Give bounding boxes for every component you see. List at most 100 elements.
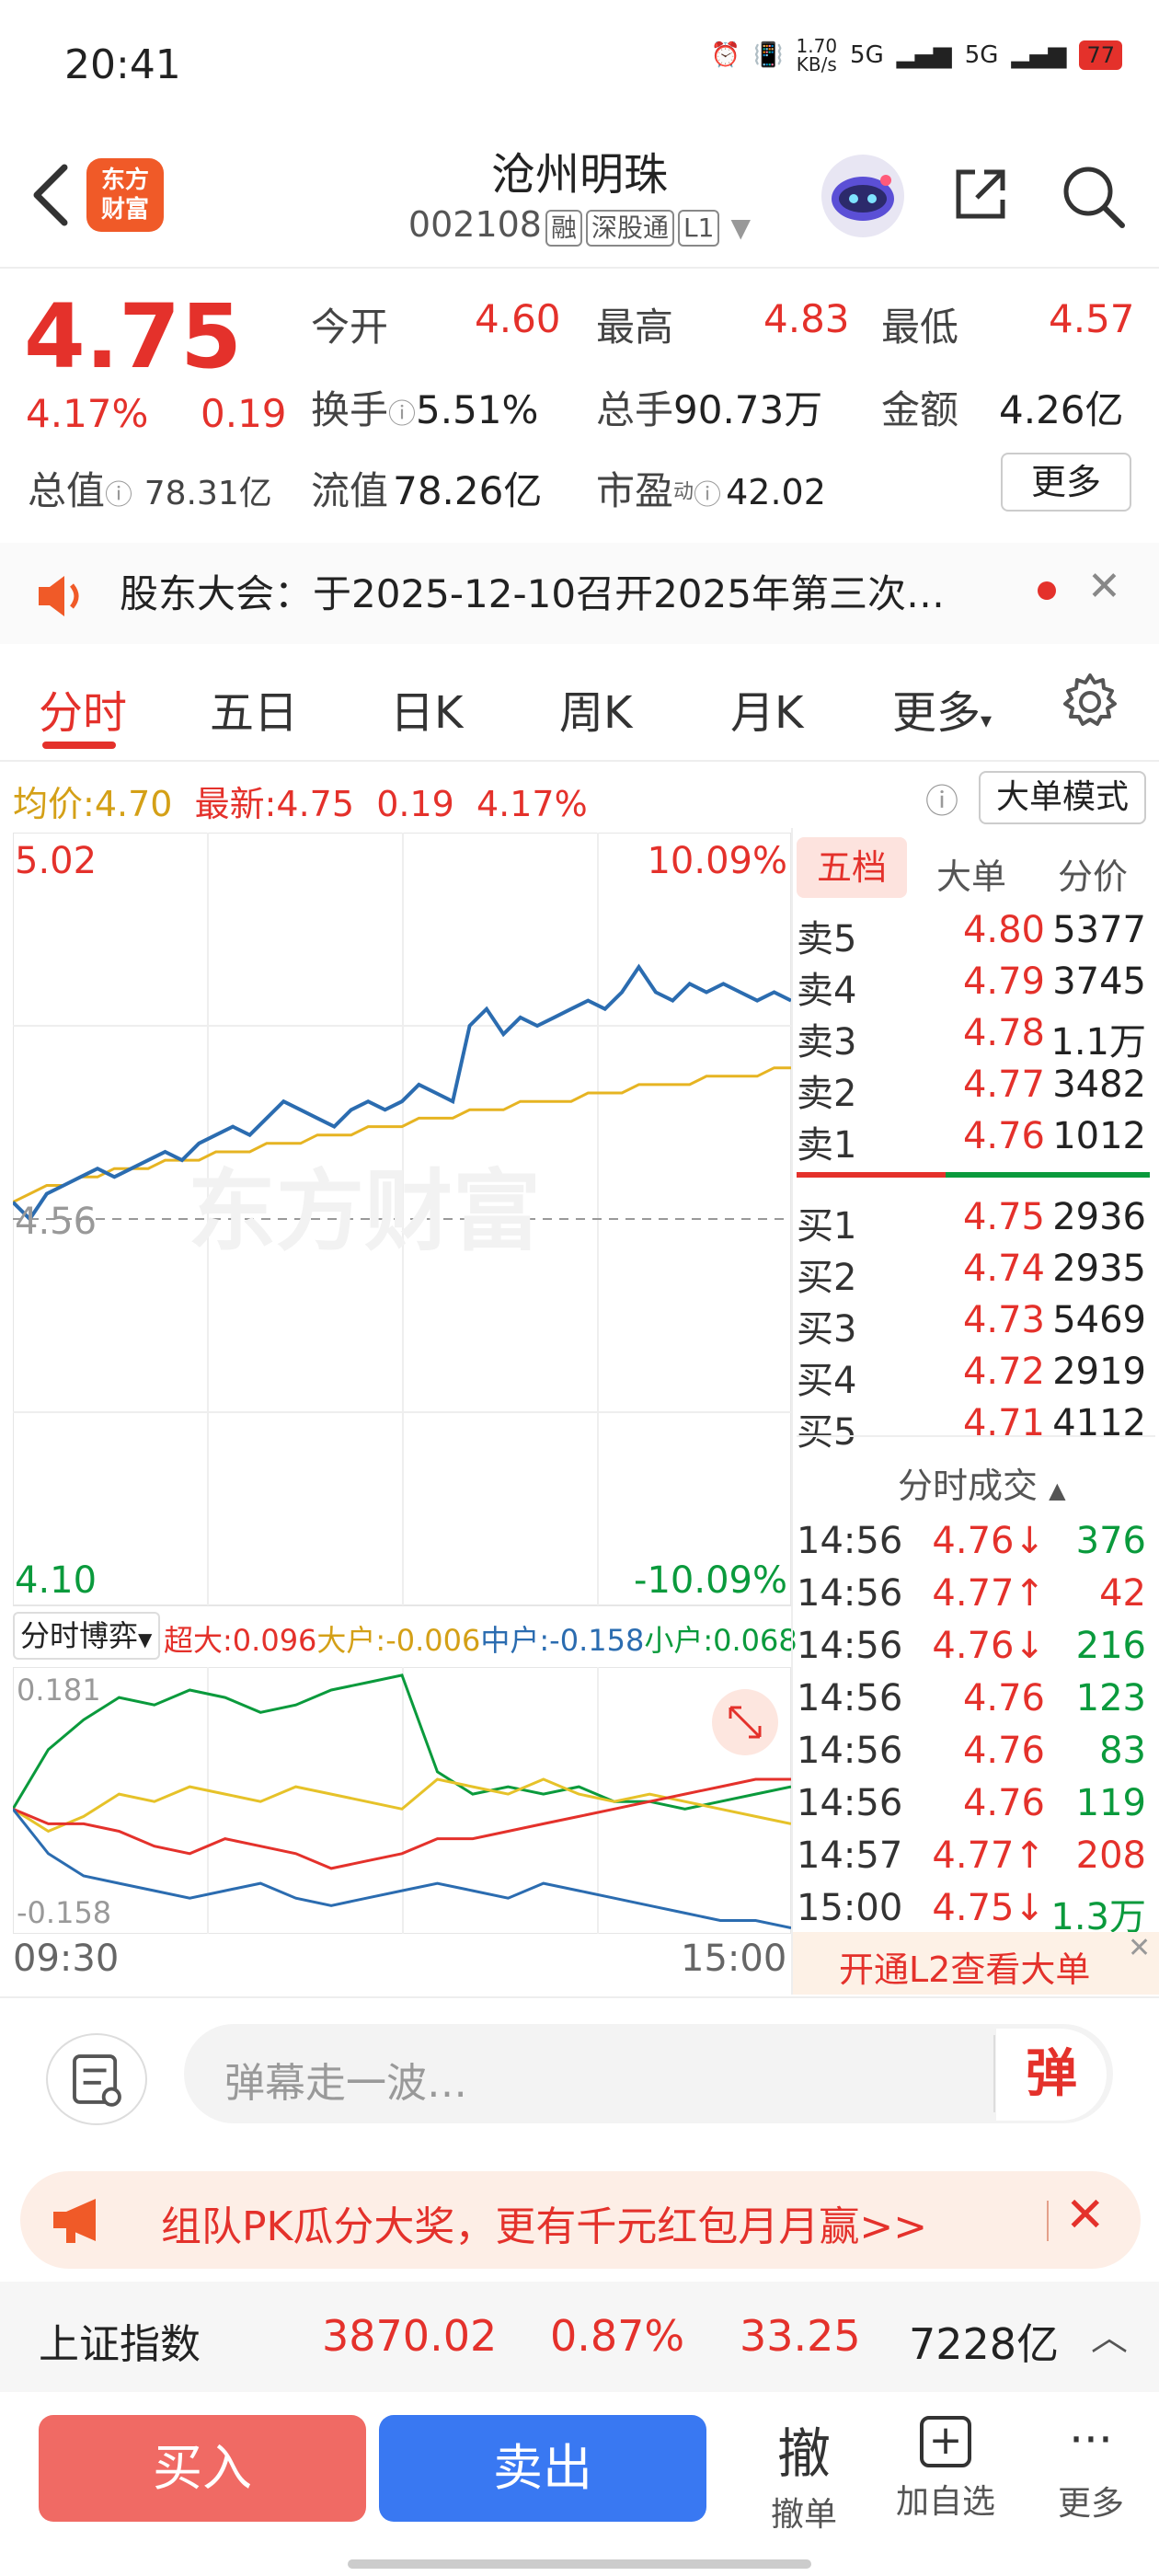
barrage-toggle-button[interactable]: 弹	[996, 2029, 1107, 2121]
more-quote-button[interactable]: 更多	[1001, 453, 1131, 512]
barrage-input[interactable]	[184, 2024, 1113, 2123]
trade-volume: 83	[1099, 1730, 1146, 1772]
stock-name: 沧州明珠	[490, 149, 668, 201]
flow-series-1	[13, 1777, 791, 1834]
flow-selector[interactable]: 分时博弈▼	[13, 1612, 160, 1660]
bid-label: 买3	[797, 1308, 857, 1351]
x-start-label: 09:30	[13, 1938, 120, 1980]
bid-row[interactable]: 买3 4.73 5469	[797, 1299, 1155, 1351]
trade-row: 14:56 4.77↑ 42	[797, 1572, 1155, 1625]
trade-price: 4.76↓	[932, 1625, 1045, 1667]
bid-row[interactable]: 买5 4.71 4112	[797, 1402, 1155, 1454]
share-icon[interactable]	[947, 161, 1014, 227]
help-icon[interactable]: ⓘ	[925, 783, 959, 821]
flow-ymin: -0.158	[17, 1895, 111, 1930]
trade-price: 4.75↓	[932, 1887, 1045, 1929]
flow-ymax: 0.181	[17, 1673, 101, 1708]
promo-text[interactable]: 组队PK瓜分大奖，更有千元红包月月赢>>	[161, 2203, 928, 2250]
ask-volume: 3745	[1052, 960, 1146, 1003]
fund-flow-chart[interactable]: 0.181 -0.158	[13, 1667, 791, 1934]
index-value: 3870.02	[322, 2311, 498, 2361]
comment-list-icon[interactable]	[46, 2033, 147, 2125]
index-pct: 0.87%	[550, 2311, 685, 2361]
bid-row[interactable]: 买2 4.74 2935	[797, 1248, 1155, 1299]
tab-5day[interactable]: 五日	[210, 687, 299, 739]
flow-legend: 超大:0.096大户:-0.006中户:-0.158小户:0.068	[164, 1623, 798, 1658]
trade-volume: 208	[1075, 1834, 1146, 1877]
chevron-up-icon[interactable]: ︿	[1091, 2317, 1128, 2359]
settings-gear-icon[interactable]	[1060, 672, 1120, 732]
stock-code: 002108	[407, 204, 542, 245]
trade-row: 15:00 4.75↓ 1.3万	[797, 1887, 1155, 1939]
close-promo-icon[interactable]: ✕	[1065, 2188, 1106, 2243]
buy-button[interactable]: 买入	[39, 2415, 366, 2522]
tab-intraday[interactable]: 分时	[39, 687, 128, 739]
high-label: 最高	[596, 305, 674, 350]
index-bar[interactable]	[0, 2282, 1159, 2392]
notice-text[interactable]: 股东大会：于2025-12-10召开2025年第三次…	[120, 571, 945, 616]
tab-monthly[interactable]: 月K	[730, 687, 804, 739]
barrage-placeholder[interactable]: 弹幕走一波…	[224, 2060, 467, 2107]
flow-series-0	[13, 1673, 791, 1811]
back-arrow-icon[interactable]	[26, 158, 81, 232]
search-icon[interactable]	[1058, 161, 1128, 231]
trades-title[interactable]: 分时成交 ▲	[898, 1466, 1066, 1506]
ask-row[interactable]: 卖2 4.77 3482	[797, 1064, 1155, 1115]
more-menu-button[interactable]: ··· 更多	[1036, 2410, 1146, 2524]
bid-row[interactable]: 买1 4.75 2936	[797, 1196, 1155, 1248]
bid-price: 4.75	[962, 1196, 1045, 1238]
close-l2-icon[interactable]: ✕	[1128, 1932, 1152, 1964]
divider	[0, 1996, 1159, 1998]
trade-time: 14:56	[797, 1625, 903, 1667]
open-value: 4.60	[475, 296, 561, 341]
tab-price-dist[interactable]: 分价	[1058, 857, 1129, 897]
tab-big-orders[interactable]: 大单	[936, 857, 1007, 897]
signal-icon-2: ▂▄▆	[1011, 41, 1067, 69]
divider	[1047, 2201, 1049, 2241]
trade-volume: 42	[1099, 1572, 1146, 1615]
tab-more[interactable]: 更多▾	[892, 687, 993, 739]
divider	[797, 1435, 1155, 1437]
l2-link[interactable]: 开通L2查看大单	[839, 1949, 1091, 1990]
bid-label: 买1	[797, 1205, 857, 1248]
ask-row[interactable]: 卖5 4.80 5377	[797, 909, 1155, 960]
cancel-order-button[interactable]: 撤撤单	[770, 2422, 837, 2534]
assistant-robot-icon[interactable]	[821, 155, 904, 237]
trade-volume: 119	[1075, 1782, 1146, 1824]
tab-daily[interactable]: 日K	[390, 687, 464, 739]
trade-row: 14:56 4.76↓ 216	[797, 1625, 1155, 1677]
promo-banner[interactable]	[20, 2171, 1141, 2269]
bid-row[interactable]: 买4 4.72 2919	[797, 1351, 1155, 1402]
trade-price: 4.76	[962, 1782, 1045, 1824]
ask-row[interactable]: 卖3 4.78 1.1万	[797, 1012, 1155, 1064]
bid-volume: 2935	[1052, 1248, 1146, 1290]
bid-label: 买4	[797, 1360, 857, 1402]
trade-row: 14:56 4.76↓ 376	[797, 1520, 1155, 1572]
ask-row[interactable]: 卖1 4.76 1012	[797, 1115, 1155, 1167]
close-notice-icon[interactable]: ✕	[1087, 563, 1121, 610]
ask-price: 4.79	[962, 960, 1045, 1003]
bid-volume: 2936	[1052, 1196, 1146, 1238]
trade-time: 15:00	[797, 1887, 903, 1929]
trade-time: 14:56	[797, 1730, 903, 1772]
trade-time: 14:56	[797, 1520, 903, 1562]
more-dots-icon: ···	[1069, 2413, 1113, 2467]
index-change: 33.25	[740, 2311, 861, 2361]
megaphone-icon	[53, 2199, 96, 2243]
ask-price: 4.76	[962, 1115, 1045, 1157]
tab-level5[interactable]: 五档	[797, 837, 907, 898]
stock-code-row[interactable]: 002108 融深股通 L1 ▼	[0, 204, 1159, 247]
sell-button[interactable]: 卖出	[379, 2415, 706, 2522]
app-logo[interactable]: 东方 财富	[86, 158, 164, 232]
low-label: 最低	[881, 305, 959, 350]
notice-bar[interactable]	[0, 543, 1159, 644]
dropdown-triangle-icon[interactable]: ▼	[730, 213, 752, 243]
intraday-chart[interactable]: 东方财富 5.02 10.09% 4.56 4.10 -10.09%	[13, 833, 791, 1992]
big-order-mode-button[interactable]: 大单模式	[979, 771, 1146, 824]
l2-banner[interactable]	[793, 1932, 1159, 1995]
ask-volume: 3482	[1052, 1064, 1146, 1106]
tab-weekly[interactable]: 周K	[559, 687, 633, 739]
add-watchlist-button[interactable]: + 加自选	[895, 2416, 995, 2521]
ask-volume: 5377	[1052, 909, 1146, 951]
ask-row[interactable]: 卖4 4.79 3745	[797, 960, 1155, 1012]
